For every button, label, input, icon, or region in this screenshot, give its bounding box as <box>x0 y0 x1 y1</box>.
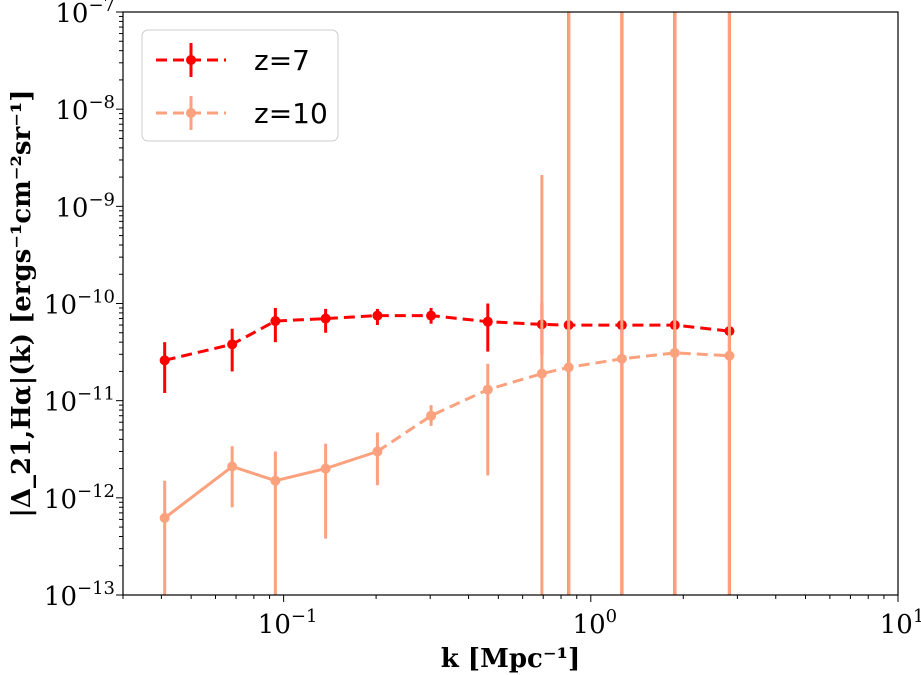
x-tick-label: 100 <box>573 606 618 640</box>
legend-marker <box>186 108 196 118</box>
y-tick-label: 10−10 <box>44 287 115 321</box>
data-point <box>482 316 493 327</box>
data-point <box>227 339 238 350</box>
y-tick-label: 10−7 <box>55 0 115 29</box>
y-tick-label: 10−11 <box>44 384 115 418</box>
x-tick-label: 101 <box>880 606 921 640</box>
data-point <box>270 316 281 327</box>
data-point <box>372 310 383 321</box>
legend-entry: z=10 <box>156 96 328 130</box>
x-axis-label: k [Mpc⁻¹] <box>441 644 581 674</box>
series-line-solid <box>163 450 378 520</box>
data-point <box>724 350 735 361</box>
data-point <box>482 384 493 395</box>
axis-labels: 10−1 100 101 10−13 10−12 10−11 10−10 10−9 10−8 10… <box>7 0 921 674</box>
data-point <box>227 461 238 472</box>
legend: z=7 z=10 <box>141 29 339 142</box>
series-line <box>164 314 730 362</box>
x-tick-label: 10−1 <box>258 606 318 640</box>
data-point <box>159 513 170 524</box>
series-line-dashed <box>376 351 730 453</box>
ticks-layer <box>116 11 899 602</box>
data-point <box>270 475 281 486</box>
data-point <box>426 310 437 321</box>
y-axis-label: |Δ_21,Hα|(k) [ergs⁻¹cm⁻²sr⁻¹] <box>7 89 37 517</box>
y-tick-label: 10−9 <box>55 189 115 223</box>
data-point <box>159 355 170 366</box>
legend-label: z=7 <box>254 44 310 77</box>
data-point <box>669 347 680 358</box>
legend-marker <box>186 55 196 65</box>
data-point <box>426 410 437 421</box>
y-tick-label: 10−12 <box>44 481 115 515</box>
data-point <box>372 446 383 457</box>
data-point <box>320 463 331 474</box>
data-point <box>563 362 574 373</box>
series-layer <box>159 12 735 595</box>
legend-label: z=10 <box>254 97 328 130</box>
series-z=10 <box>159 12 735 595</box>
y-tick-label: 10−13 <box>44 578 115 612</box>
data-point <box>616 353 627 364</box>
data-point <box>320 313 331 324</box>
data-point <box>536 368 547 379</box>
y-tick-label: 10−8 <box>55 92 115 126</box>
legend-entry: z=7 <box>156 43 310 77</box>
